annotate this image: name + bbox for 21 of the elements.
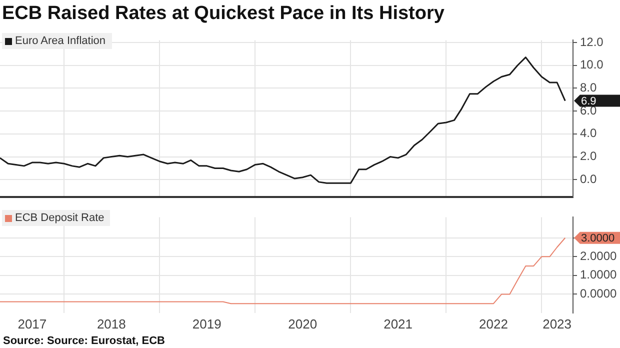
x-tick-label: 2018: [96, 316, 126, 332]
y-tick-label: 2.0: [580, 149, 598, 164]
legend-label: Euro Area Inflation: [15, 35, 106, 47]
x-tick-label: 2023: [542, 316, 572, 332]
y-tick-label: 0.0000: [580, 286, 618, 301]
data-label: 3.0000: [581, 232, 615, 244]
legend-label: ECB Deposit Rate: [15, 212, 104, 224]
y-tick-label: 8.0: [580, 80, 598, 95]
x-tick-label: 2022: [479, 316, 508, 332]
y-tick-label: 2.0000: [580, 248, 618, 263]
x-tick-label: 2019: [192, 316, 222, 332]
y-tick-label: 4.0: [580, 126, 598, 140]
y-tick-label: 0.0: [580, 172, 598, 186]
x-tick-label: 2017: [18, 316, 47, 332]
y-tick-label: 10.0: [580, 58, 604, 72]
source-note: Source: Source: Eurostat, ECB: [3, 335, 165, 347]
y-tick-label: 1.0000: [580, 268, 618, 282]
y-tick-label: 12.0: [580, 34, 604, 49]
chart-title: ECB Raised Rates at Quickest Pace in Its History: [2, 3, 444, 25]
x-tick-label: 2020: [288, 316, 318, 332]
x-tick-label: 2021: [384, 316, 412, 332]
